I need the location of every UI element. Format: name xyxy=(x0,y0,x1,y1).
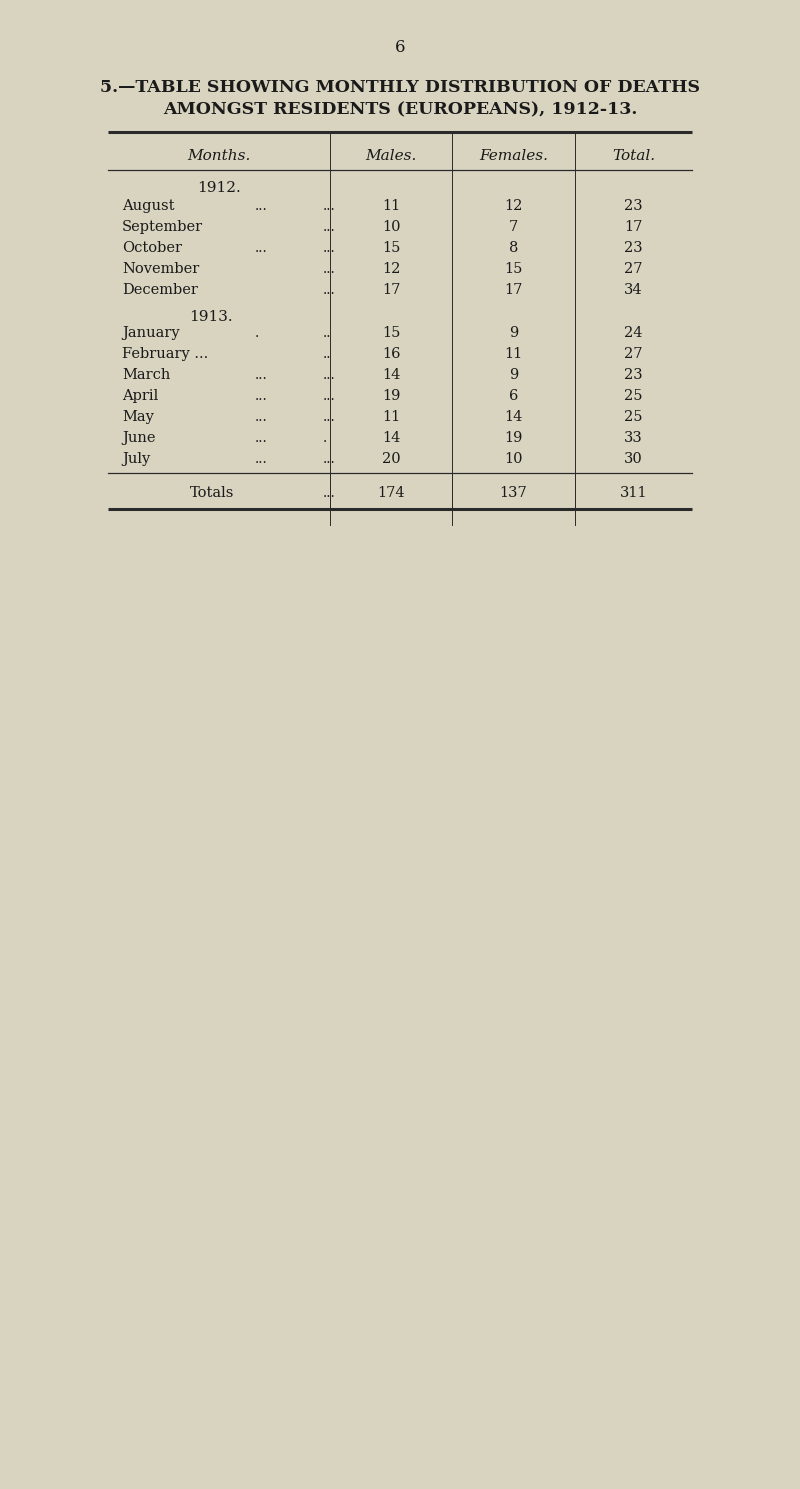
Text: 1913.: 1913. xyxy=(189,310,233,325)
Text: 14: 14 xyxy=(382,430,400,445)
Text: 11: 11 xyxy=(382,409,400,424)
Text: ...: ... xyxy=(323,241,336,255)
Text: January: January xyxy=(122,326,180,339)
Text: May: May xyxy=(122,409,154,424)
Text: ...: ... xyxy=(323,389,336,404)
Text: Total.: Total. xyxy=(612,149,655,162)
Text: Months.: Months. xyxy=(187,149,250,162)
Text: ...: ... xyxy=(323,485,336,500)
Text: ...: ... xyxy=(255,368,268,383)
Text: June: June xyxy=(122,430,155,445)
Text: 6: 6 xyxy=(509,389,518,404)
Text: 34: 34 xyxy=(624,283,643,296)
Text: 9: 9 xyxy=(509,368,518,383)
Text: 17: 17 xyxy=(504,283,522,296)
Text: ...: ... xyxy=(323,200,336,213)
Text: 25: 25 xyxy=(624,389,642,404)
Text: 11: 11 xyxy=(504,347,522,360)
Text: 17: 17 xyxy=(382,283,400,296)
Text: 30: 30 xyxy=(624,453,643,466)
Text: April: April xyxy=(122,389,158,404)
Text: 8: 8 xyxy=(509,241,518,255)
Text: ...: ... xyxy=(255,200,268,213)
Text: ...: ... xyxy=(323,283,336,296)
Text: 12: 12 xyxy=(504,200,522,213)
Text: 11: 11 xyxy=(382,200,400,213)
Text: 19: 19 xyxy=(382,389,400,404)
Text: 12: 12 xyxy=(382,262,400,275)
Text: 10: 10 xyxy=(504,453,522,466)
Text: Males.: Males. xyxy=(366,149,417,162)
Text: 9: 9 xyxy=(509,326,518,339)
Text: 25: 25 xyxy=(624,409,642,424)
Text: .: . xyxy=(323,430,327,445)
Text: 15: 15 xyxy=(382,326,400,339)
Text: 7: 7 xyxy=(509,220,518,234)
Text: 311: 311 xyxy=(620,485,647,500)
Text: ...: ... xyxy=(323,262,336,275)
Text: 23: 23 xyxy=(624,241,643,255)
Text: October: October xyxy=(122,241,182,255)
Text: February ...: February ... xyxy=(122,347,208,360)
Text: ...: ... xyxy=(255,430,268,445)
Text: ...: ... xyxy=(323,220,336,234)
Text: ...: ... xyxy=(323,453,336,466)
Text: 14: 14 xyxy=(504,409,522,424)
Text: 33: 33 xyxy=(624,430,643,445)
Text: November: November xyxy=(122,262,199,275)
Text: ...: ... xyxy=(323,409,336,424)
Text: 6: 6 xyxy=(394,39,406,55)
Text: ...: ... xyxy=(255,453,268,466)
Text: 23: 23 xyxy=(624,200,643,213)
Text: 10: 10 xyxy=(382,220,400,234)
Text: ...: ... xyxy=(255,389,268,404)
Text: 174: 174 xyxy=(377,485,405,500)
Text: 24: 24 xyxy=(624,326,642,339)
Text: 17: 17 xyxy=(624,220,642,234)
Text: December: December xyxy=(122,283,198,296)
Text: August: August xyxy=(122,200,174,213)
Text: 27: 27 xyxy=(624,262,642,275)
Text: 1912.: 1912. xyxy=(197,182,241,195)
Text: 137: 137 xyxy=(500,485,527,500)
Text: ..: .. xyxy=(323,326,331,339)
Text: 5.—TABLE SHOWING MONTHLY DISTRIBUTION OF DEATHS: 5.—TABLE SHOWING MONTHLY DISTRIBUTION OF… xyxy=(100,79,700,97)
Text: March: March xyxy=(122,368,170,383)
Text: ..: .. xyxy=(323,347,331,360)
Text: 19: 19 xyxy=(504,430,522,445)
Text: 16: 16 xyxy=(382,347,400,360)
Text: July: July xyxy=(122,453,150,466)
Text: 14: 14 xyxy=(382,368,400,383)
Text: ...: ... xyxy=(323,368,336,383)
Text: .: . xyxy=(255,326,259,339)
Text: 15: 15 xyxy=(382,241,400,255)
Text: 27: 27 xyxy=(624,347,642,360)
Text: 20: 20 xyxy=(382,453,400,466)
Text: 15: 15 xyxy=(504,262,522,275)
Text: Totals: Totals xyxy=(190,485,234,500)
Text: ...: ... xyxy=(255,241,268,255)
Text: September: September xyxy=(122,220,203,234)
Text: Females.: Females. xyxy=(479,149,548,162)
Text: ...: ... xyxy=(255,409,268,424)
Text: 23: 23 xyxy=(624,368,643,383)
Text: AMONGST RESIDENTS (EUROPEANS), 1912-13.: AMONGST RESIDENTS (EUROPEANS), 1912-13. xyxy=(163,101,637,119)
